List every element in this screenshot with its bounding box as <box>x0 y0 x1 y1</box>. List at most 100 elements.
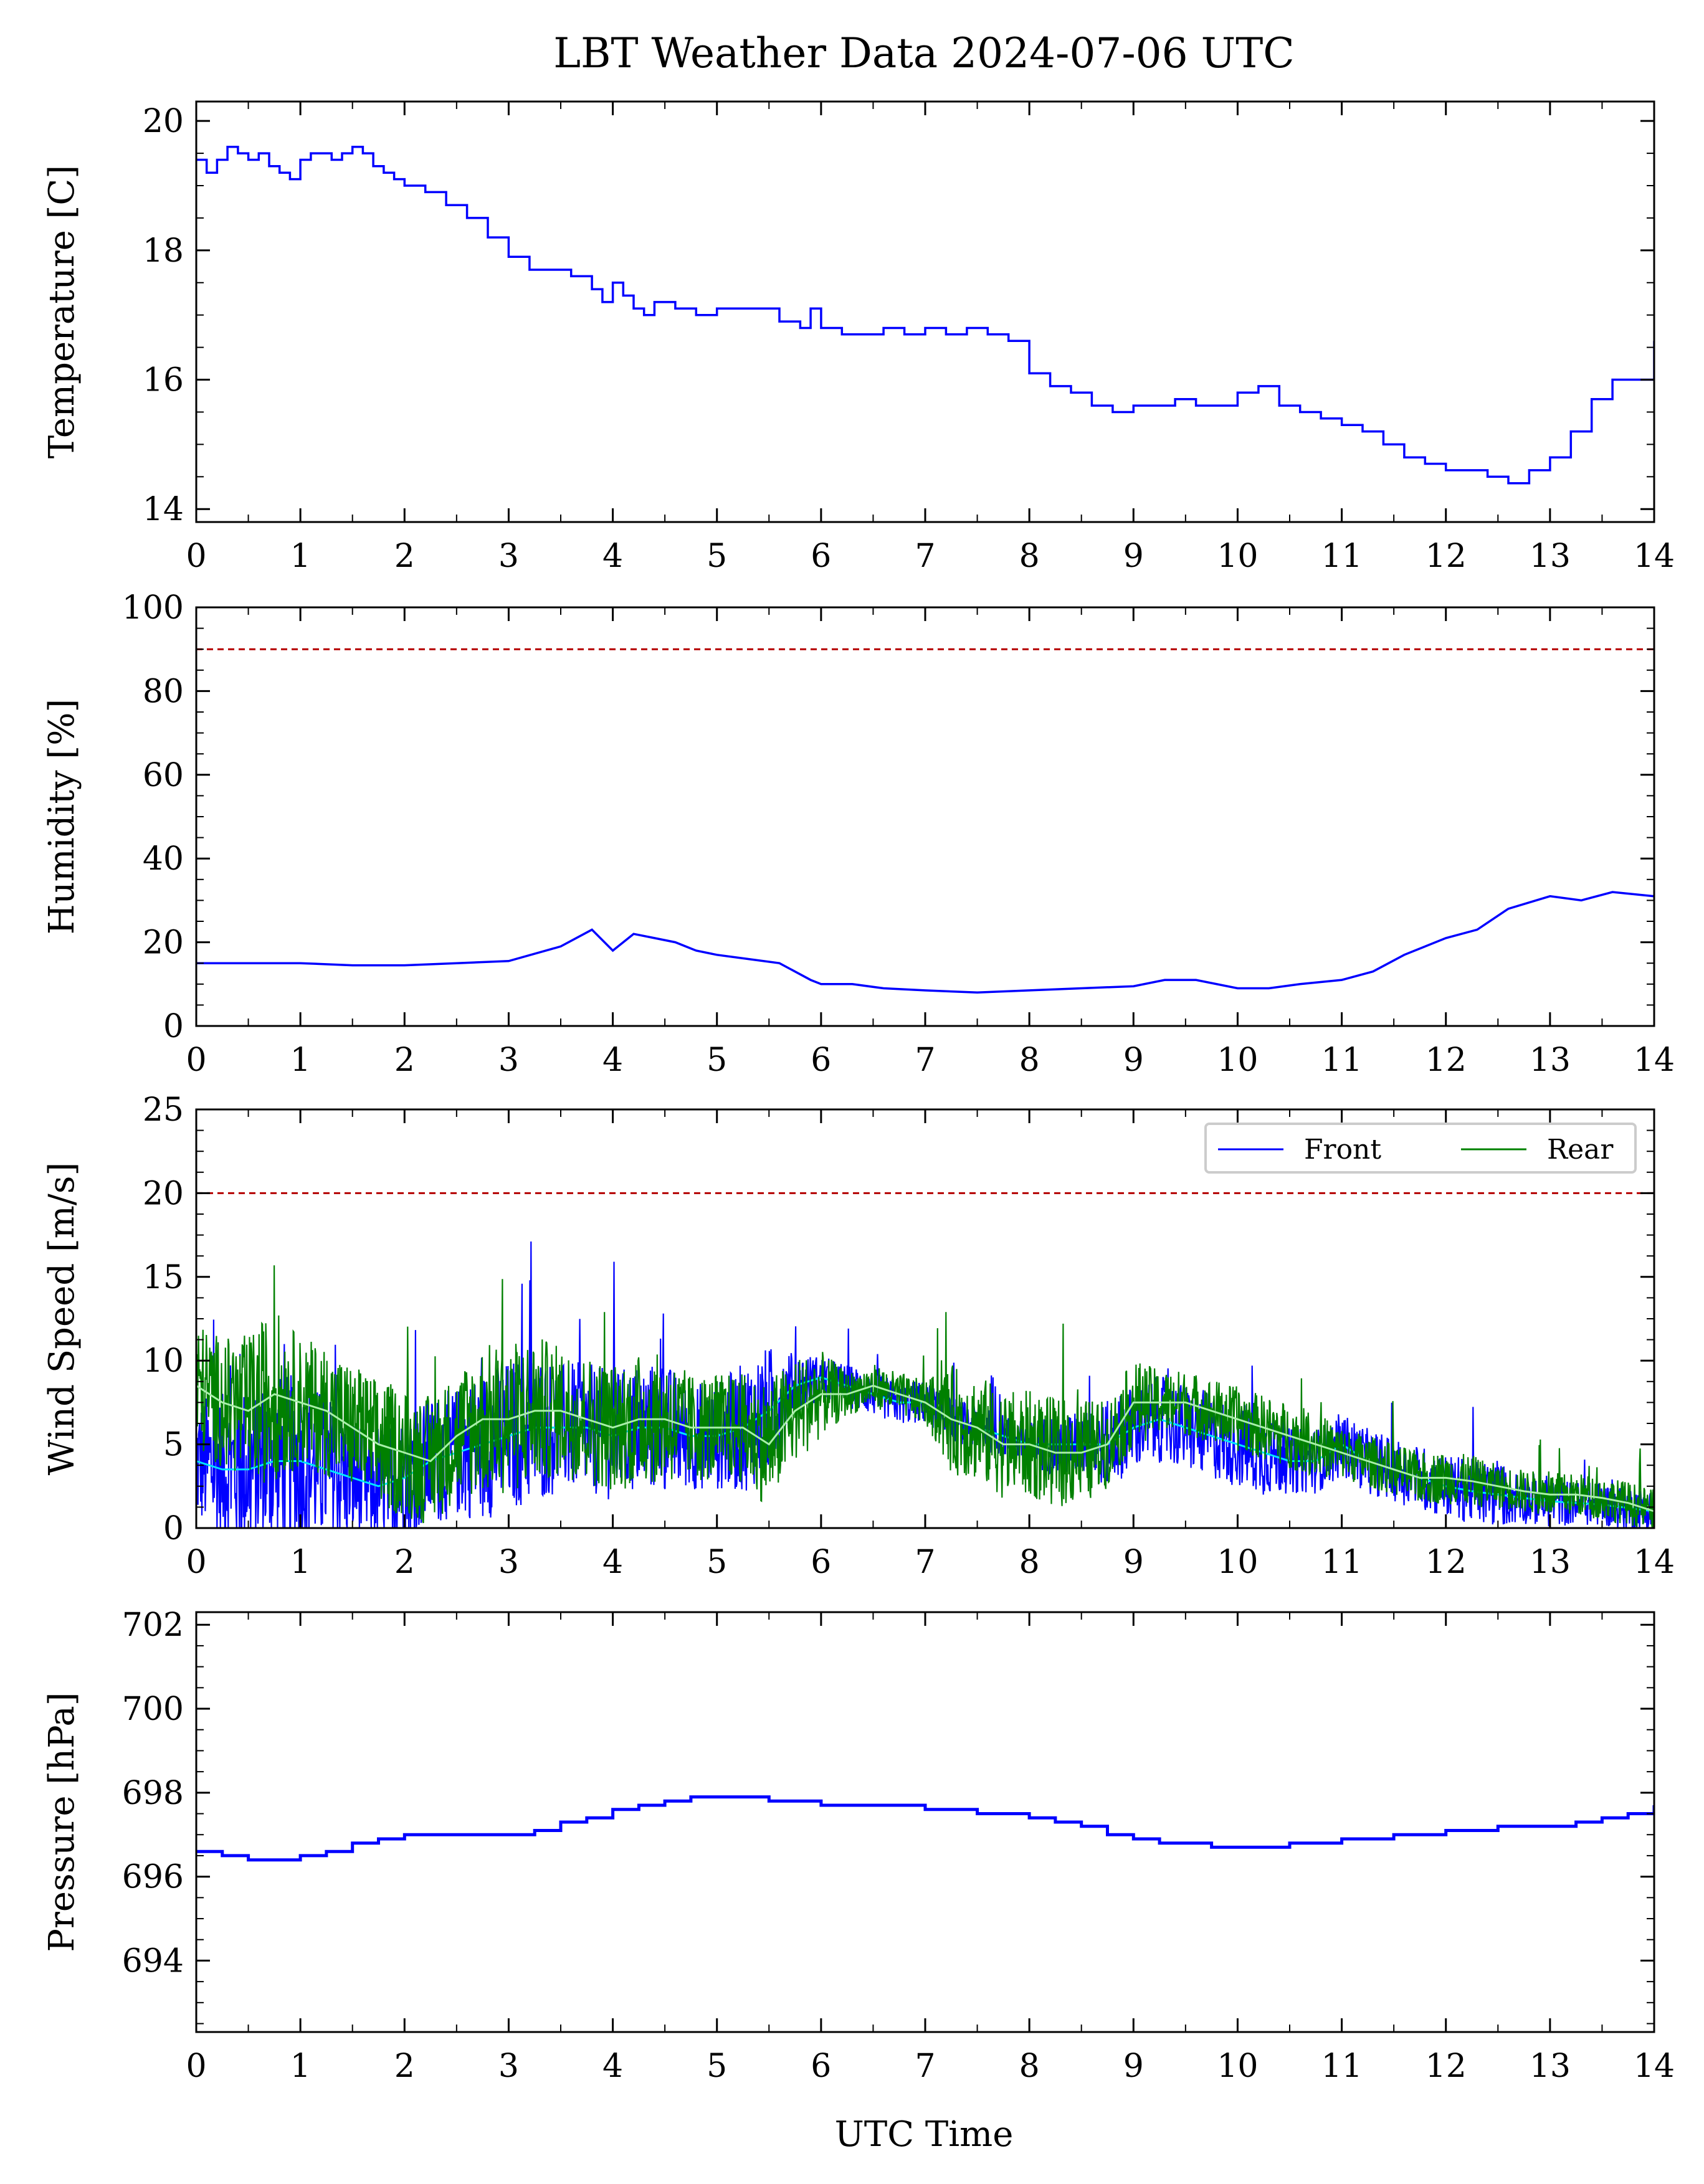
temperature-xtick-label: 2 <box>394 538 415 575</box>
wind-xtick-label: 0 <box>186 1544 206 1581</box>
wind-xtick-label: 7 <box>915 1544 935 1581</box>
humidity-xtick-label: 2 <box>394 1042 415 1079</box>
temperature-plot-area <box>196 145 1654 485</box>
humidity-xtick-label: 11 <box>1321 1042 1362 1079</box>
humidity-plot-area <box>196 648 1654 994</box>
pressure-plot-area <box>196 1795 1654 1862</box>
temperature-series-0 <box>196 145 1654 485</box>
pressure-axes-frame <box>195 1611 1655 2033</box>
humidity-xtick-label: 0 <box>186 1042 206 1079</box>
pressure-ytick-label: 700 <box>122 1691 184 1728</box>
wind-xtick-label: 1 <box>290 1544 311 1581</box>
temperature-xtick-label: 13 <box>1530 538 1571 575</box>
humidity-xtick-label: 14 <box>1634 1042 1675 1079</box>
humidity-xtick-label: 4 <box>602 1042 623 1079</box>
temperature-xtick-label: 12 <box>1426 538 1467 575</box>
temperature-ytick-label: 18 <box>143 232 184 270</box>
wind-ytick-label: 0 <box>163 1510 184 1547</box>
wind-ytick-label: 15 <box>143 1259 184 1296</box>
humidity-ytick-label: 80 <box>143 673 184 710</box>
temperature-xtick-label: 1 <box>290 538 311 575</box>
wind-xtick-label: 14 <box>1634 1544 1675 1581</box>
humidity-xtick-label: 13 <box>1530 1042 1571 1079</box>
pressure-xtick-label: 5 <box>707 2048 727 2085</box>
pressure-xtick-label: 4 <box>602 2048 623 2085</box>
humidity-xtick-label: 8 <box>1019 1042 1040 1079</box>
wind-xtick-label: 2 <box>394 1544 415 1581</box>
pressure-xtick-label: 11 <box>1321 2048 1362 2085</box>
temperature-xtick-label: 7 <box>915 538 935 575</box>
pressure-xtick-label: 0 <box>186 2048 206 2085</box>
temperature-axes-frame <box>195 100 1655 523</box>
x-axis-label: UTC Time <box>835 2114 1014 2155</box>
wind-ytick-label: 25 <box>143 1091 184 1129</box>
figure-title: LBT Weather Data 2024-07-06 UTC <box>553 29 1295 77</box>
humidity-ytick-label: 20 <box>143 924 184 962</box>
humidity-ytick-label: 60 <box>143 757 184 794</box>
temperature-xtick-label: 11 <box>1321 538 1362 575</box>
wind-xtick-label: 11 <box>1321 1544 1362 1581</box>
temperature-ytick-label: 14 <box>143 491 184 528</box>
pressure-xtick-label: 10 <box>1217 2048 1258 2085</box>
temperature-xtick-label: 6 <box>811 538 831 575</box>
pressure-xtick-label: 12 <box>1426 2048 1467 2085</box>
temperature-ytick-label: 16 <box>143 362 184 399</box>
pressure-ytick-label: 702 <box>122 1607 184 1644</box>
pressure-xtick-label: 9 <box>1123 2048 1144 2085</box>
pressure-xtick-label: 1 <box>290 2048 311 2085</box>
wind-xtick-label: 9 <box>1123 1544 1144 1581</box>
wind-xtick-label: 6 <box>811 1544 831 1581</box>
temperature-xtick-label: 0 <box>186 538 206 575</box>
legend-frame <box>1204 1123 1637 1174</box>
temperature-y-axis-label: Temperature [C] <box>42 165 82 458</box>
humidity-y-axis-label: Humidity [%] <box>42 699 82 935</box>
wind-xtick-label: 8 <box>1019 1544 1040 1581</box>
temperature-xtick-label: 3 <box>498 538 519 575</box>
humidity-ytick-label: 100 <box>122 589 184 627</box>
temperature-xtick-label: 10 <box>1217 538 1258 575</box>
humidity-xtick-label: 5 <box>707 1042 727 1079</box>
pressure-xtick-label: 7 <box>915 2048 935 2085</box>
wind-y-axis-label: Wind Speed [m/s] <box>42 1162 82 1476</box>
humidity-panel: 0 1 2 3 4 5 6 7 8 9 10 11 12 13 14020406080100Humidity… <box>42 589 1675 1079</box>
wind-ytick-label: 5 <box>163 1427 184 1464</box>
wind-xtick-label: 4 <box>602 1544 623 1581</box>
humidity-ytick-label: 40 <box>143 840 184 878</box>
wind-xtick-label: 12 <box>1426 1544 1467 1581</box>
temperature-panel: 0 1 2 3 4 5 6 7 8 9 10 11 12 13 1414161820Temperature … <box>42 100 1675 575</box>
humidity-ytick-label: 0 <box>163 1008 184 1045</box>
humidity-xtick-label: 10 <box>1217 1042 1258 1079</box>
wind-series-rear-mean <box>196 1384 1654 1512</box>
humidity-xtick-label: 7 <box>915 1042 935 1079</box>
pressure-xtick-label: 14 <box>1634 2048 1675 2085</box>
pressure-panel: 0 1 2 3 4 5 6 7 8 9 10 11 12 13 14694696698700702Press… <box>42 1607 1675 2085</box>
legend-rear-label: Rear <box>1547 1134 1614 1166</box>
temperature-ytick-label: 20 <box>143 103 184 140</box>
pressure-ytick-label: 698 <box>122 1775 184 1812</box>
humidity-xtick-label: 9 <box>1123 1042 1144 1079</box>
wind-ytick-label: 20 <box>143 1175 184 1212</box>
temperature-xtick-label: 8 <box>1019 538 1040 575</box>
temperature-xtick-label: 4 <box>602 538 623 575</box>
temperature-xtick-label: 14 <box>1634 538 1675 575</box>
pressure-xtick-label: 2 <box>394 2048 415 2085</box>
wind-plot-area <box>196 1192 1654 1528</box>
temperature-xtick-label: 5 <box>707 538 727 575</box>
pressure-ytick-label: 696 <box>122 1859 184 1896</box>
humidity-xtick-label: 3 <box>498 1042 519 1079</box>
wind-xtick-label: 5 <box>707 1544 727 1581</box>
pressure-xtick-label: 6 <box>811 2048 831 2085</box>
pressure-xtick-label: 8 <box>1019 2048 1040 2085</box>
wind-ytick-label: 10 <box>143 1342 184 1380</box>
humidity-axes-frame <box>195 606 1655 1027</box>
pressure-y-axis-label: Pressure [hPa] <box>42 1692 82 1952</box>
humidity-xtick-label: 1 <box>290 1042 311 1079</box>
humidity-xtick-label: 6 <box>811 1042 831 1079</box>
humidity-xtick-label: 12 <box>1426 1042 1467 1079</box>
humidity-series-0 <box>196 891 1654 994</box>
pressure-xtick-label: 3 <box>498 2048 519 2085</box>
wind-xtick-label: 3 <box>498 1544 519 1581</box>
legend-front-label: Front <box>1304 1134 1381 1166</box>
